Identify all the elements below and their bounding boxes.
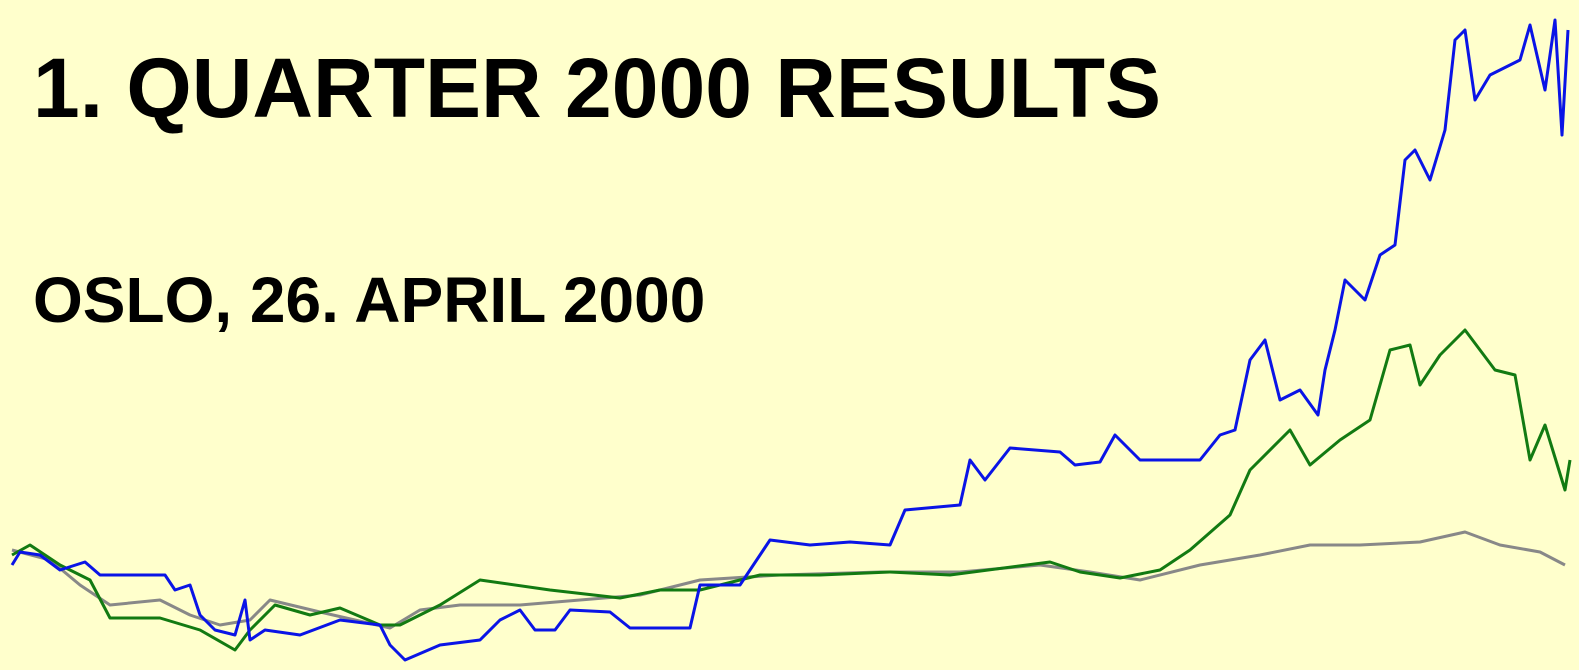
gray-line [11, 530, 1566, 630]
blue-line [10, 18, 1570, 662]
green-line [11, 328, 1572, 652]
title: 1. QUARTER 2000 RESULTS [33, 41, 1162, 135]
subtitle: OSLO, 26. APRIL 2000 [33, 264, 706, 336]
